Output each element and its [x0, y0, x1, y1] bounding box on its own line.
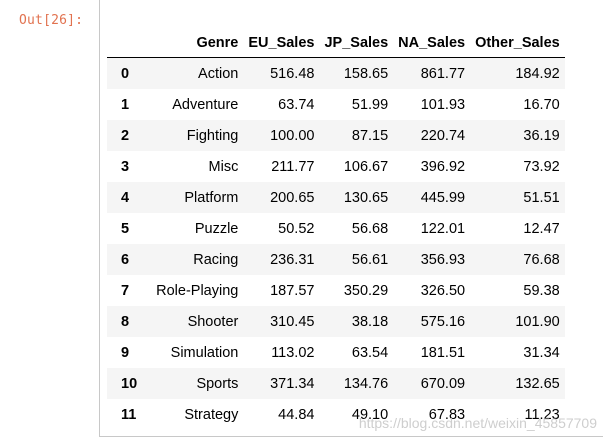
- cell-eu-sales: 200.65: [270, 189, 315, 206]
- table-row: 0 Action 516.48 158.65 861.77 184.92: [107, 57, 565, 89]
- cell-genre: Shooter: [187, 313, 239, 330]
- cell-na-sales: 575.16: [420, 313, 466, 330]
- cell-eu-sales: 236.31: [270, 251, 315, 268]
- table-row: 3 Misc 211.77 106.67 396.92 73.92: [107, 151, 565, 182]
- row-index: 0: [121, 65, 130, 82]
- cell-other-sales: 51.51: [523, 189, 560, 206]
- cell-na-sales: 396.92: [420, 158, 466, 175]
- cell-other-sales: 132.65: [515, 375, 560, 392]
- cell-other-sales: 36.19: [523, 127, 560, 144]
- cell-other-sales: 12.47: [523, 220, 560, 237]
- cell-genre: Action: [198, 65, 239, 82]
- table-row: 8 Shooter 310.45 38.18 575.16 101.90: [107, 306, 565, 337]
- table-row: 4 Platform 200.65 130.65 445.99 51.51: [107, 182, 565, 213]
- table-row: 5 Puzzle 50.52 56.68 122.01 12.47: [107, 213, 565, 244]
- row-index: 4: [121, 189, 130, 206]
- cell-jp-sales: 38.18: [351, 313, 389, 330]
- table-row: 10 Sports 371.34 134.76 670.09 132.65: [107, 368, 565, 399]
- cell-genre: Sports: [196, 375, 239, 392]
- row-index: 11: [121, 406, 137, 423]
- row-index: 3: [121, 158, 130, 175]
- cell-other-sales: 101.90: [515, 313, 560, 330]
- table-row: 2 Fighting 100.00 87.15 220.74 36.19: [107, 120, 565, 151]
- cell-other-sales: 76.68: [523, 251, 560, 268]
- cell-jp-sales: 134.76: [343, 375, 389, 392]
- column-header-eu-sales: EU_Sales: [243, 28, 320, 58]
- cell-jp-sales: 350.29: [343, 282, 389, 299]
- column-header-genre: Genre: [151, 28, 244, 58]
- output-cell-frame: [99, 0, 603, 437]
- column-header-jp-sales: JP_Sales: [319, 28, 394, 58]
- cell-na-sales: 445.99: [420, 189, 466, 206]
- cell-na-sales: 356.93: [420, 251, 466, 268]
- cell-jp-sales: 56.61: [351, 251, 389, 268]
- cell-na-sales: 67.83: [428, 406, 466, 423]
- row-index: 9: [121, 344, 130, 361]
- row-index: 5: [121, 220, 130, 237]
- cell-eu-sales: 516.48: [270, 65, 315, 82]
- cell-genre: Puzzle: [194, 220, 239, 237]
- cell-eu-sales: 187.57: [270, 282, 315, 299]
- column-header-na-sales: NA_Sales: [393, 28, 471, 58]
- cell-na-sales: 181.51: [420, 344, 466, 361]
- cell-eu-sales: 44.84: [278, 406, 315, 423]
- dataframe-table: Genre EU_Sales JP_Sales NA_Sales Other_S…: [107, 28, 565, 430]
- cell-eu-sales: 211.77: [271, 158, 315, 175]
- cell-na-sales: 861.77: [420, 65, 466, 82]
- cell-jp-sales: 87.15: [351, 127, 389, 144]
- table-row: 9 Simulation 113.02 63.54 181.51 31.34: [107, 337, 565, 368]
- row-index: 7: [121, 282, 130, 299]
- cell-eu-sales: 310.45: [270, 313, 315, 330]
- cell-other-sales: 16.70: [523, 96, 560, 113]
- index-column-header: [107, 28, 152, 58]
- table-row: 6 Racing 236.31 56.61 356.93 76.68: [107, 244, 565, 275]
- cell-genre: Fighting: [186, 127, 239, 144]
- row-index: 10: [121, 375, 138, 392]
- header-row: Genre EU_Sales JP_Sales NA_Sales Other_S…: [107, 28, 565, 58]
- cell-other-sales: 11.23: [524, 406, 560, 423]
- cell-jp-sales: 51.99: [351, 96, 389, 113]
- cell-genre: Racing: [193, 251, 239, 268]
- cell-eu-sales: 371.34: [270, 375, 315, 392]
- cell-eu-sales: 63.74: [278, 96, 315, 113]
- cell-na-sales: 122.01: [420, 220, 466, 237]
- table-row: 11 Strategy 44.84 49.10 67.83 11.23: [107, 399, 565, 430]
- cell-na-sales: 101.93: [420, 96, 466, 113]
- cell-genre: Platform: [184, 189, 239, 206]
- cell-jp-sales: 63.54: [351, 344, 389, 361]
- cell-other-sales: 73.92: [523, 158, 560, 175]
- cell-genre: Adventure: [172, 96, 239, 113]
- row-index: 6: [121, 251, 130, 268]
- column-header-other-sales: Other_Sales: [470, 28, 565, 58]
- output-prompt: Out[26]:: [19, 13, 84, 28]
- cell-jp-sales: 158.65: [343, 65, 389, 82]
- cell-genre: Misc: [208, 158, 239, 175]
- row-index: 2: [121, 127, 130, 144]
- cell-na-sales: 326.50: [420, 282, 466, 299]
- cell-eu-sales: 100.00: [270, 127, 315, 144]
- table-body: 0 Action 516.48 158.65 861.77 184.92 1 Adventur…: [107, 57, 565, 430]
- table-header: Genre EU_Sales JP_Sales NA_Sales Other_S…: [107, 28, 565, 58]
- cell-other-sales: 31.34: [523, 344, 560, 361]
- cell-jp-sales: 106.67: [343, 158, 389, 175]
- row-index: 8: [121, 313, 130, 330]
- cell-eu-sales: 113.02: [271, 344, 315, 361]
- cell-na-sales: 670.09: [420, 375, 466, 392]
- cell-genre: Strategy: [184, 406, 239, 423]
- cell-jp-sales: 56.68: [351, 220, 389, 237]
- row-index: 1: [121, 96, 130, 113]
- table-row: 7 Role-Playing 187.57 350.29 326.50 59.38: [107, 275, 565, 306]
- cell-jp-sales: 130.65: [343, 189, 389, 206]
- cell-eu-sales: 50.52: [278, 220, 315, 237]
- cell-other-sales: 184.92: [515, 65, 560, 82]
- cell-genre: Simulation: [170, 344, 239, 361]
- cell-other-sales: 59.38: [523, 282, 560, 299]
- cell-jp-sales: 49.10: [351, 406, 389, 423]
- table-row: 1 Adventure 63.74 51.99 101.93 16.70: [107, 89, 565, 120]
- watermark-text: https://blog.csdn.net/weixin_45857709: [358, 415, 597, 431]
- cell-genre: Role-Playing: [156, 282, 239, 299]
- cell-na-sales: 220.74: [420, 127, 466, 144]
